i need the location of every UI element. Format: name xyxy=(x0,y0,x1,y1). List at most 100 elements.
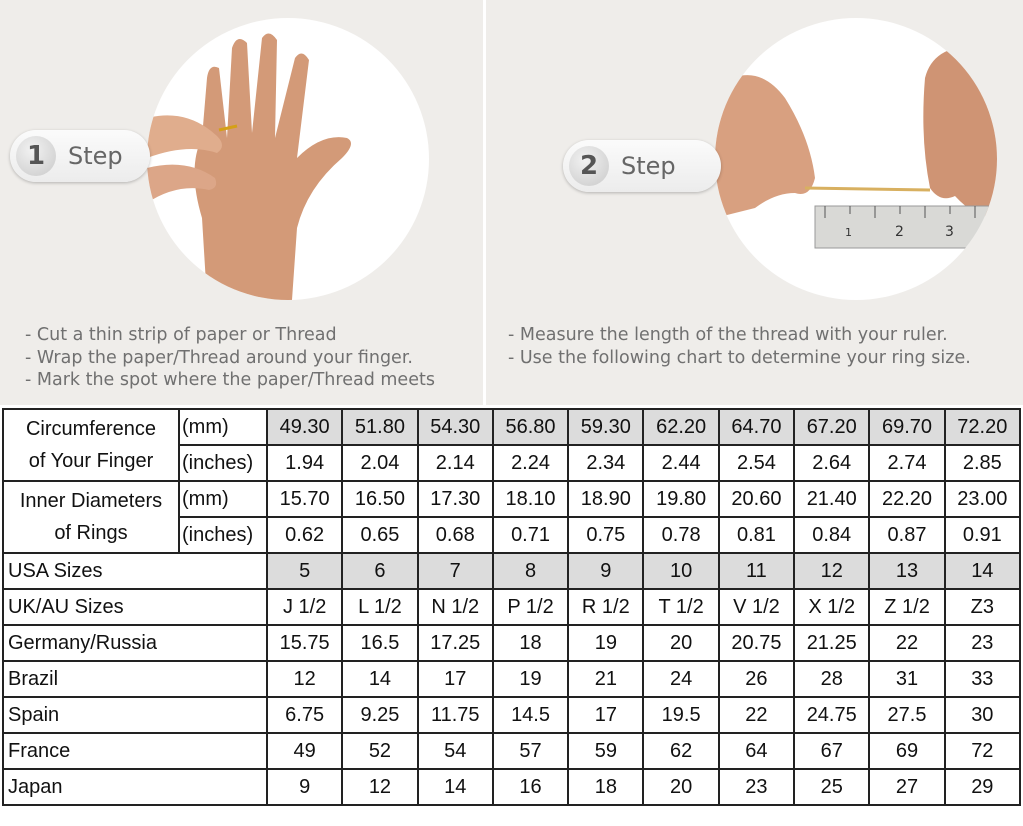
size-cell: 2.34 xyxy=(567,444,645,482)
size-cell: 19.80 xyxy=(642,480,720,518)
row-label: Spain xyxy=(2,696,268,734)
size-cell: 20 xyxy=(642,768,720,806)
size-cell: 0.91 xyxy=(943,516,1021,554)
unit-label: (inches) xyxy=(178,516,268,554)
size-cell: 0.87 xyxy=(868,516,946,554)
size-cell: 0.71 xyxy=(491,516,570,554)
size-cell: 11.75 xyxy=(416,696,494,734)
size-cell: 16.5 xyxy=(341,624,419,662)
hand-with-ring-illustration xyxy=(147,33,351,300)
size-cell: 20.75 xyxy=(717,624,796,662)
size-cell: 2.24 xyxy=(491,444,570,482)
step-number: 1 xyxy=(16,136,56,176)
step-1-panel: 1 Step - Cut a thin strip of paper or Th… xyxy=(0,0,483,405)
row-label: UK/AU Sizes xyxy=(2,588,268,626)
size-cell: 14 xyxy=(416,768,494,806)
size-cell: 15.70 xyxy=(265,480,344,518)
size-cell: 16 xyxy=(491,768,570,806)
instruction: - Wrap the paper/Thread around your fing… xyxy=(25,347,413,368)
size-cell: 72 xyxy=(943,732,1021,770)
thread-and-ruler-illustration: 1 2 3 xyxy=(715,46,997,249)
instruction: - Cut a thin strip of paper or Thread xyxy=(25,325,337,345)
size-cell: 59 xyxy=(567,732,645,770)
unit-label: (mm) xyxy=(178,480,268,518)
table-row: France 49 52 54 57 59 62 64 67 69 72 xyxy=(2,732,1021,770)
size-cell: 69 xyxy=(868,732,946,770)
size-cell: 0.68 xyxy=(416,516,494,554)
size-cell: N 1/2 xyxy=(416,588,494,626)
size-cell: 56.80 xyxy=(491,408,570,446)
size-cell: 17 xyxy=(567,696,645,734)
size-cell: 20.60 xyxy=(717,480,796,518)
step-number: 2 xyxy=(569,146,609,186)
size-cell: 2.85 xyxy=(943,444,1021,482)
unit-label: (inches) xyxy=(178,444,268,482)
size-cell: 0.81 xyxy=(717,516,796,554)
size-cell: T 1/2 xyxy=(642,588,720,626)
size-cell: 67.20 xyxy=(793,408,871,446)
size-cell: 17 xyxy=(416,660,494,698)
size-cell: 67 xyxy=(793,732,871,770)
size-cell: 18.10 xyxy=(491,480,570,518)
step-2-instructions: - Measure the length of the thread with … xyxy=(508,324,971,369)
size-cell: 12 xyxy=(341,768,419,806)
size-cell: 23 xyxy=(717,768,796,806)
ruler-mark: 1 xyxy=(845,226,852,239)
size-cell: 5 xyxy=(265,552,344,590)
label-line: Circumference xyxy=(25,418,157,440)
size-cell: 2.04 xyxy=(341,444,419,482)
size-cell: 64.70 xyxy=(717,408,796,446)
size-cell: 16.50 xyxy=(341,480,419,518)
instruction: - Use the following chart to determine y… xyxy=(508,347,971,368)
size-cell: 14 xyxy=(341,660,419,698)
size-cell: 14 xyxy=(943,552,1021,590)
step-label: Step xyxy=(68,142,123,170)
size-cell: 2.74 xyxy=(868,444,946,482)
size-cell: 21.40 xyxy=(793,480,871,518)
table-row: Spain 6.75 9.25 11.75 14.5 17 19.5 22 24.75 27.5 3… xyxy=(2,696,1021,734)
size-cell: 0.84 xyxy=(793,516,871,554)
unit-label: (mm) xyxy=(178,408,268,446)
ruler-mark: 3 xyxy=(945,224,954,240)
size-cell: 72.20 xyxy=(943,408,1021,446)
ruler-photo: 1 2 3 xyxy=(715,18,997,300)
size-cell: 22.20 xyxy=(868,480,946,518)
size-cell: 2.14 xyxy=(416,444,494,482)
size-cell: 27 xyxy=(868,768,946,806)
size-cell: X 1/2 xyxy=(793,588,871,626)
table-row: Japan 9 12 14 16 18 20 23 25 27 29 xyxy=(2,768,1021,806)
step-2-badge: 2 Step xyxy=(563,140,721,192)
label-line: of Your Finger xyxy=(28,450,154,472)
size-cell: 23.00 xyxy=(943,480,1021,518)
size-cell: 22 xyxy=(717,696,796,734)
size-cell: 18.90 xyxy=(567,480,645,518)
size-cell: 19 xyxy=(567,624,645,662)
step-2-panel: 1 2 3 2 Step - Measure the length of the… xyxy=(486,0,1023,405)
step-1-badge: 1 Step xyxy=(10,130,150,182)
table-row: Germany/Russia 15.75 16.5 17.25 18 19 20 20.75 2… xyxy=(2,624,1021,662)
size-cell: V 1/2 xyxy=(717,588,796,626)
size-cell: J 1/2 xyxy=(265,588,344,626)
size-cell: 9 xyxy=(265,768,344,806)
size-cell: 11 xyxy=(717,552,796,590)
size-cell: Z 1/2 xyxy=(868,588,946,626)
size-cell: 18 xyxy=(491,624,570,662)
row-label: Brazil xyxy=(2,660,268,698)
circumference-label: Circumference of Your Finger xyxy=(2,408,180,482)
size-cell: 10 xyxy=(642,552,720,590)
table-row-diameter-mm: Inner Diameters of Rings (mm) 15.70 16.50 17.… xyxy=(2,480,1021,554)
table-row: USA Sizes 5 6 7 8 9 10 11 12 13 14 xyxy=(2,552,1021,590)
size-cell: 2.54 xyxy=(717,444,796,482)
hand-photo xyxy=(147,18,429,300)
size-cell: 18 xyxy=(567,768,645,806)
size-cell: 23 xyxy=(943,624,1021,662)
step-1-instructions: - Cut a thin strip of paper or Thread - … xyxy=(25,324,435,392)
size-cell: 62 xyxy=(642,732,720,770)
table-row-diameter-inches: (inches) 0.62 0.65 0.68 0.71 0.75 0.78 0.81 0.84… xyxy=(3,516,1021,554)
size-cell: 17.25 xyxy=(416,624,494,662)
table-row: Brazil 12 14 17 19 21 24 26 28 31 33 xyxy=(2,660,1021,698)
size-cell: 0.75 xyxy=(567,516,645,554)
size-cell: 33 xyxy=(943,660,1021,698)
size-cell: 29 xyxy=(943,768,1021,806)
size-cell: 12 xyxy=(793,552,871,590)
